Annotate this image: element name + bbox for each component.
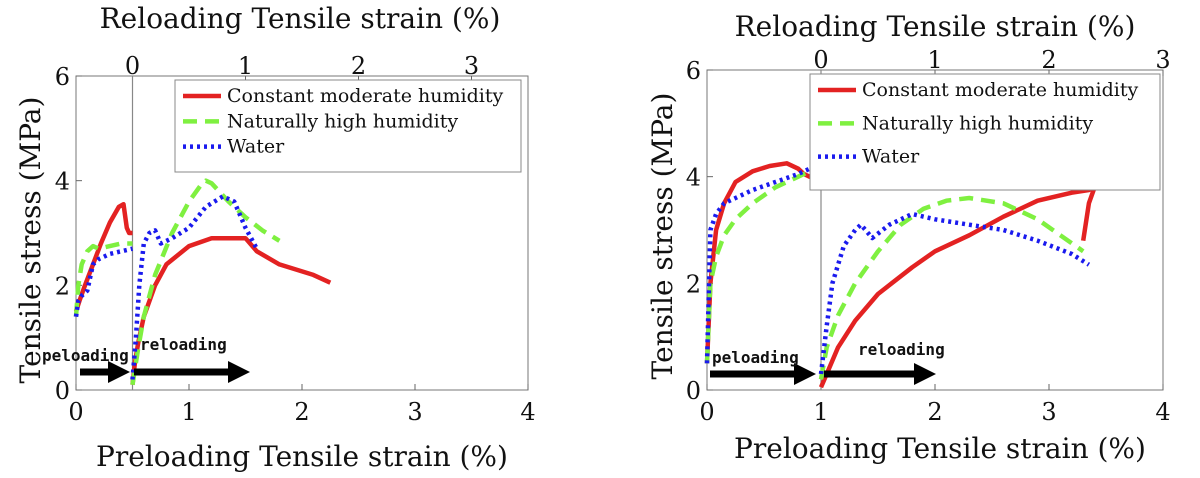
right-y-tick-label: 4: [686, 164, 701, 192]
right-legend-label: Constant moderate humidity: [862, 79, 1138, 101]
right-reloading-arrow-head: [914, 363, 936, 385]
left-x-tick-label: 4: [520, 398, 535, 426]
right-x2-tick-label: 3: [1155, 46, 1170, 74]
right-x2-tick-label: 1: [927, 46, 942, 74]
left-y-tick-label: 2: [55, 272, 70, 300]
right-series-2-reloading: [818, 211, 1091, 375]
left-x-axis-title: Preloading Tensile strain (%): [96, 440, 508, 473]
left-y-tick-label: 6: [55, 63, 70, 91]
right-legend: Constant moderate humidity Naturally high…: [809, 73, 1161, 191]
left-series-2-preloading: [73, 246, 134, 318]
left-x-tick-label: 2: [294, 398, 309, 426]
left-legend-box: [174, 79, 522, 173]
right-series-2-preloading: [704, 166, 822, 364]
left-preloading-arrow-head: [108, 361, 130, 383]
left-x-tick-label: 0: [68, 398, 83, 426]
right-reloading-annotation: reloading: [858, 340, 945, 359]
left-series-1-reloading: [130, 178, 281, 386]
right-legend-box: [809, 73, 1161, 191]
right-preloading-annotation: peloading: [712, 348, 799, 367]
right-y-axis-title: Tensile stress (MPa): [646, 93, 679, 380]
right-preloading-arrow-head: [794, 363, 816, 385]
left-reloading-annotation: reloading: [140, 335, 227, 354]
right-series-1-reloading: [818, 195, 1085, 380]
right-series-1-preloading: [704, 169, 821, 364]
right-x-tick-label: 4: [1155, 398, 1170, 426]
right-y-tick-label: 0: [686, 377, 701, 405]
right-x-axis-title: Preloading Tensile strain (%): [734, 432, 1146, 465]
left-legend-label: Water: [227, 136, 285, 158]
right-x-tick-label: 2: [927, 398, 942, 426]
right-x-tick-label: 3: [1041, 398, 1056, 426]
left-preloading-annotation: peloading: [42, 346, 129, 365]
right-legend-label: Water: [862, 146, 920, 168]
right-legend-label: Naturally high humidity: [862, 112, 1093, 134]
left-y-tick-label: 4: [55, 168, 70, 196]
left-x2-axis-title: Reloading Tensile strain (%): [100, 2, 501, 35]
right-plot: 0 1 2 3 4 0 1 2 3 0 2 4 6 Constant moderate humidity N…: [686, 46, 1171, 426]
left-x2-tick-label: 3: [464, 52, 479, 80]
right-x2-axis-title: Reloading Tensile strain (%): [735, 10, 1136, 43]
left-series-2-reloading: [130, 194, 259, 380]
left-legend-label: Naturally high humidity: [227, 110, 458, 132]
right-chart: Reloading Tensile strain (%) Preloading …: [646, 10, 1146, 465]
right-x2-tick-label: 0: [813, 46, 828, 74]
left-x2-tick-label: 1: [238, 52, 253, 80]
right-x-tick-label: 1: [813, 398, 828, 426]
left-x2-tick-label: 0: [125, 52, 140, 80]
left-plot: 0 1 2 3 4 0 1 2 3 0 2 4 6 Constant moderate humidity N…: [42, 52, 536, 426]
right-x-tick-label: 0: [699, 398, 714, 426]
right-y-tick-label: 6: [686, 57, 701, 85]
left-x-tick-label: 1: [181, 398, 196, 426]
left-chart: Reloading Tensile strain (%) Preloading …: [14, 2, 508, 473]
left-x2-tick-label: 2: [351, 52, 366, 80]
left-y-axis-title: Tensile stress (MPa): [14, 97, 47, 384]
left-legend: Constant moderate humidity Naturally high…: [174, 79, 522, 173]
left-reloading-arrow-head: [228, 361, 250, 383]
left-y-tick-label: 0: [55, 377, 70, 405]
right-y-tick-label: 2: [686, 270, 701, 298]
left-series-0-preloading: [73, 201, 133, 313]
left-x-tick-label: 3: [407, 398, 422, 426]
right-x2-tick-label: 2: [1041, 46, 1056, 74]
left-series-1-preloading: [73, 241, 133, 317]
left-series-0-reloading: [130, 235, 332, 386]
left-legend-label: Constant moderate humidity: [227, 85, 503, 107]
